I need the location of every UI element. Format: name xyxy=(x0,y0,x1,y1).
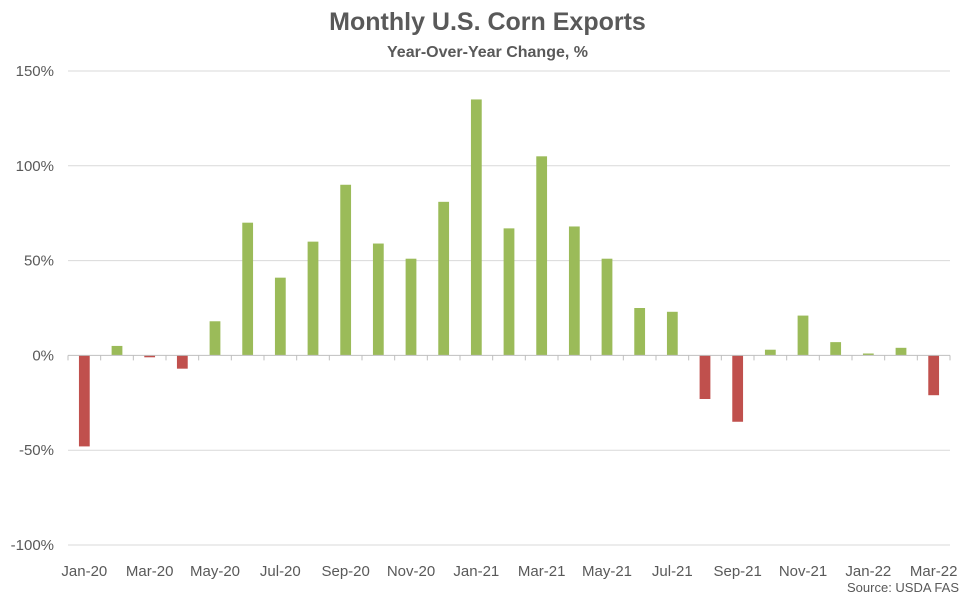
bar-oct-20 xyxy=(372,243,384,356)
x-tick-label: Nov-21 xyxy=(779,563,827,580)
bar-jul-21 xyxy=(666,311,678,356)
bar-feb-22 xyxy=(895,347,907,356)
y-tick-label: -100% xyxy=(11,537,54,554)
bars xyxy=(78,99,940,447)
x-tick-label: Mar-20 xyxy=(126,563,174,580)
x-tick-label: Nov-20 xyxy=(387,563,435,580)
y-tick-label: 0% xyxy=(32,347,54,364)
bar-feb-20 xyxy=(111,345,123,356)
bar-mar-21 xyxy=(536,156,548,356)
gridlines xyxy=(68,70,950,546)
bar-may-20 xyxy=(209,321,221,356)
x-tick-label: Jan-22 xyxy=(845,563,891,580)
bar-jun-20 xyxy=(242,222,254,356)
x-tick-label: Mar-21 xyxy=(518,563,566,580)
bar-oct-21 xyxy=(764,349,776,356)
source-note: Source: USDA FAS xyxy=(847,580,959,595)
bar-sep-21 xyxy=(732,355,744,422)
bar-aug-21 xyxy=(699,355,711,400)
y-tick-label: 100% xyxy=(16,158,54,175)
bar-jan-21 xyxy=(470,99,482,356)
bar-dec-20 xyxy=(438,201,450,356)
bar-sep-20 xyxy=(340,184,352,356)
bar-apr-20 xyxy=(176,355,188,369)
bar-jan-22 xyxy=(862,353,874,356)
x-tick-label: Mar-22 xyxy=(910,563,958,580)
x-tick-label: Sep-20 xyxy=(321,563,369,580)
bar-aug-20 xyxy=(307,241,319,356)
x-tick-labels: Jan-20 Mar-20 May-20 Jul-20 Sep-20 Nov-20 Jan-… xyxy=(61,563,957,580)
bar-mar-22 xyxy=(928,355,940,396)
x-tick-label: Jul-20 xyxy=(260,563,301,580)
bar-jul-20 xyxy=(274,277,286,356)
chart-subtitle: Year-Over-Year Change, % xyxy=(387,44,588,61)
bar-jan-20 xyxy=(78,355,90,447)
bar-nov-21 xyxy=(797,315,809,356)
x-tick-label: Sep-21 xyxy=(713,563,761,580)
y-tick-labels: -100% -50% 0% 50% 100% 150% xyxy=(11,63,54,554)
bar-mar-20 xyxy=(144,355,156,358)
axes xyxy=(67,354,951,361)
bar-nov-20 xyxy=(405,258,417,356)
x-tick-label: May-20 xyxy=(190,563,240,580)
bar-may-21 xyxy=(601,258,613,356)
chart-title: Monthly U.S. Corn Exports xyxy=(329,8,646,36)
y-tick-label: 50% xyxy=(24,253,54,270)
x-tick-label: Jan-20 xyxy=(61,563,107,580)
bar-apr-21 xyxy=(568,226,580,356)
x-tick-label: Jul-21 xyxy=(652,563,693,580)
y-tick-label: 150% xyxy=(16,63,54,80)
y-tick-label: -50% xyxy=(19,442,54,459)
bar-feb-21 xyxy=(503,228,515,356)
x-tick-label: May-21 xyxy=(582,563,632,580)
bar-dec-21 xyxy=(830,342,842,356)
x-tick-label: Jan-21 xyxy=(453,563,499,580)
bar-jun-21 xyxy=(634,308,646,356)
